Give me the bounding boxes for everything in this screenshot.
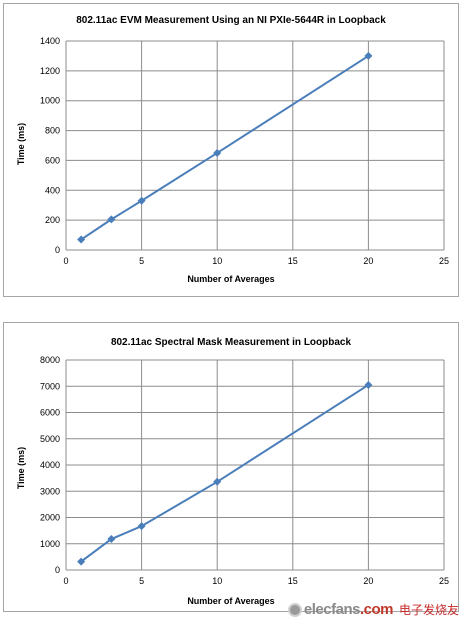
data-point-marker <box>213 148 222 157</box>
data-point-marker <box>107 535 116 544</box>
y-axis-label: Time (ms) <box>16 123 26 165</box>
watermark-text: elecfans.com <box>303 601 394 618</box>
y-tick-label: 5000 <box>40 434 60 444</box>
data-point-marker <box>137 196 146 205</box>
x-tick-label: 15 <box>288 576 298 586</box>
data-point-marker <box>77 235 86 244</box>
evm-chart-svg: 802.11ac EVM Measurement Using an NI PXI… <box>16 15 449 284</box>
x-axis-label: Number of Averages <box>187 274 274 284</box>
data-point-marker <box>213 477 222 486</box>
elecfans-logo-icon <box>287 602 302 617</box>
watermark-cn-text: 电子发烧友 <box>398 603 459 617</box>
x-tick-label: 25 <box>439 576 449 586</box>
y-tick-label: 1000 <box>40 96 60 106</box>
x-tick-label: 15 <box>288 256 298 266</box>
y-tick-label: 200 <box>45 215 60 225</box>
data-point-marker <box>107 215 116 224</box>
x-tick-label: 20 <box>363 576 373 586</box>
series-line <box>80 55 369 241</box>
y-tick-label: 7000 <box>40 381 60 391</box>
spectral-mask-chart-svg: 802.11ac Spectral Mask Measurement in Lo… <box>16 337 449 606</box>
elecfans-watermark: elecfans.com 电子发烧友 <box>287 601 459 618</box>
y-tick-label: 4000 <box>40 460 60 470</box>
data-point-marker <box>364 51 373 60</box>
x-tick-label: 10 <box>212 256 222 266</box>
series-line <box>80 384 369 563</box>
y-tick-label: 3000 <box>40 486 60 496</box>
evm-chart: 802.11ac EVM Measurement Using an NI PXI… <box>3 3 459 297</box>
y-tick-label: 6000 <box>40 408 60 418</box>
x-tick-label: 10 <box>212 576 222 586</box>
chart-title: 802.11ac Spectral Mask Measurement in Lo… <box>111 337 352 348</box>
x-tick-label: 0 <box>63 256 68 266</box>
y-tick-label: 400 <box>45 185 60 195</box>
y-tick-label: 1200 <box>40 66 60 76</box>
y-tick-label: 2000 <box>40 513 60 523</box>
x-tick-label: 5 <box>139 256 144 266</box>
x-tick-label: 0 <box>63 576 68 586</box>
y-axis-label: Time (ms) <box>16 447 26 489</box>
data-point-marker <box>364 380 373 389</box>
y-tick-label: 600 <box>45 155 60 165</box>
y-tick-label: 1000 <box>40 539 60 549</box>
spectral-mask-chart: 802.11ac Spectral Mask Measurement in Lo… <box>3 322 459 612</box>
x-axis-label: Number of Averages <box>187 596 274 606</box>
y-tick-label: 0 <box>55 245 60 255</box>
chart-title: 802.11ac EVM Measurement Using an NI PXI… <box>76 15 386 26</box>
x-tick-label: 5 <box>139 576 144 586</box>
y-tick-label: 1400 <box>40 36 60 46</box>
y-tick-label: 0 <box>55 565 60 575</box>
data-point-marker <box>77 557 86 566</box>
data-point-marker <box>137 522 146 531</box>
y-tick-label: 800 <box>45 126 60 136</box>
y-tick-label: 8000 <box>40 355 60 365</box>
x-tick-label: 25 <box>439 256 449 266</box>
x-tick-label: 20 <box>363 256 373 266</box>
